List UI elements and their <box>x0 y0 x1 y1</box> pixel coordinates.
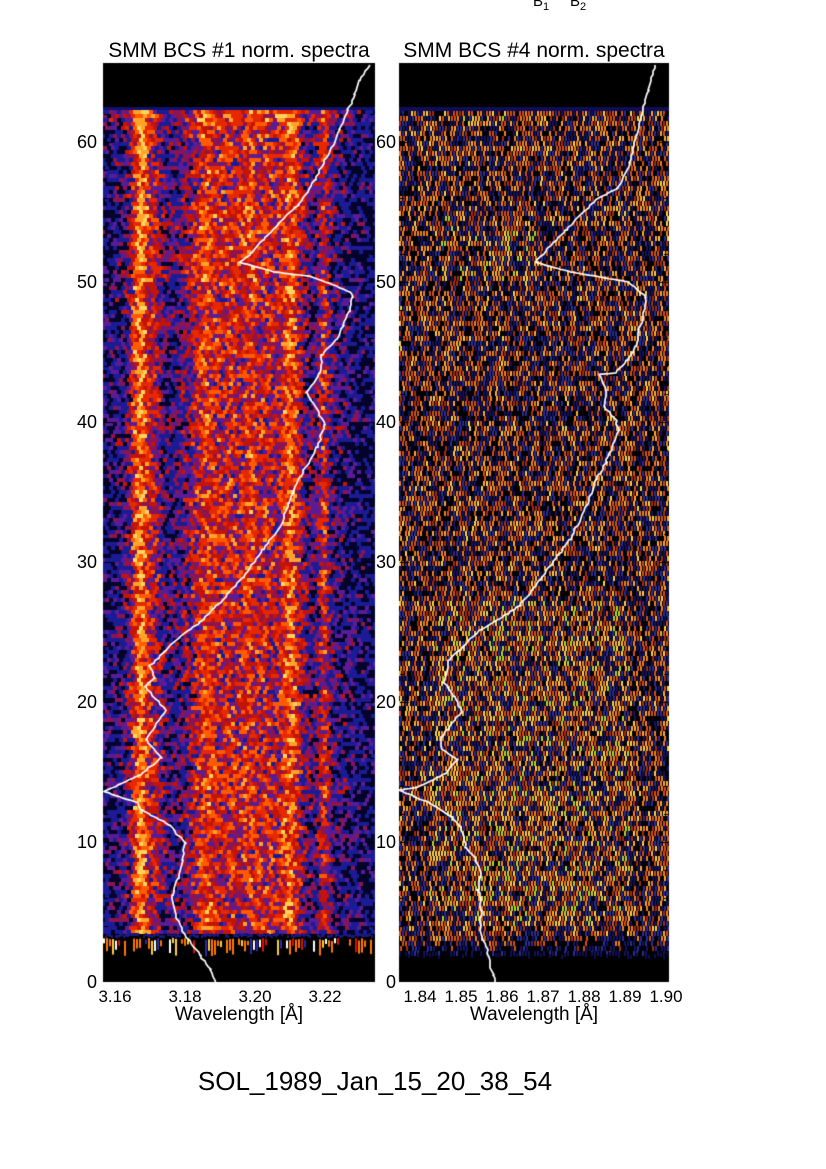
panel2-y-tick-label: 0 <box>385 972 396 992</box>
b1-base: B <box>533 0 544 10</box>
panel1-xaxis-label: Wavelength [Å] <box>174 1004 304 1025</box>
panel2-y-tick-label: 30 <box>375 552 396 572</box>
panel2-x-tick-label: 1.89 <box>608 987 642 1006</box>
panel1-x-tick-label: 3.20 <box>238 987 272 1006</box>
b1-subscript: 1 <box>543 1 550 13</box>
panel2-x-tick-label: 1.87 <box>526 987 560 1006</box>
panel1-y-tick-label: 0 <box>86 972 97 992</box>
figure-footer-label: SOL_1989_Jan_15_20_38_54 <box>197 1066 553 1096</box>
panel1-x-tick-label: 3.18 <box>168 987 202 1006</box>
panel1-x-tick-label: 3.22 <box>308 987 342 1006</box>
panel2-x-tick-label: 1.90 <box>649 987 683 1006</box>
b2-base: B <box>570 0 581 10</box>
line-label-b2: B2 <box>570 0 586 13</box>
line-label-b1: B1 <box>533 0 549 13</box>
panel2-y-tick-label: 10 <box>375 832 396 852</box>
panel2-y-tick-label: 40 <box>375 412 396 432</box>
panel2-x-tick-label: 1.86 <box>485 987 519 1006</box>
panel2-xaxis-label: Wavelength [Å] <box>469 1004 599 1025</box>
panel2-y-tick-label: 50 <box>375 272 396 292</box>
panel1-y-tick-label: 50 <box>76 272 97 292</box>
panel2-x-tick-label: 1.85 <box>444 987 478 1006</box>
panel1-y-tick-label: 20 <box>76 692 97 712</box>
panel1-y-tick-label: 60 <box>76 132 97 152</box>
panel2-x-tick-label: 1.88 <box>567 987 601 1006</box>
panel2-title: SMM BCS #4 norm. spectra <box>403 39 665 62</box>
panel1-x-tick-label: 3.16 <box>98 987 132 1006</box>
panel2-y-tick-label: 60 <box>375 132 396 152</box>
panel2-y-tick-label: 20 <box>375 692 396 712</box>
panel1-title: SMM BCS #1 norm. spectra <box>108 39 370 62</box>
panel1-y-tick-label: 10 <box>76 832 97 852</box>
panel2-x-tick-label: 1.84 <box>403 987 437 1006</box>
panel1-y-tick-label: 30 <box>76 552 97 572</box>
panel1-y-tick-label: 40 <box>76 412 97 432</box>
b2-subscript: 2 <box>580 1 587 13</box>
